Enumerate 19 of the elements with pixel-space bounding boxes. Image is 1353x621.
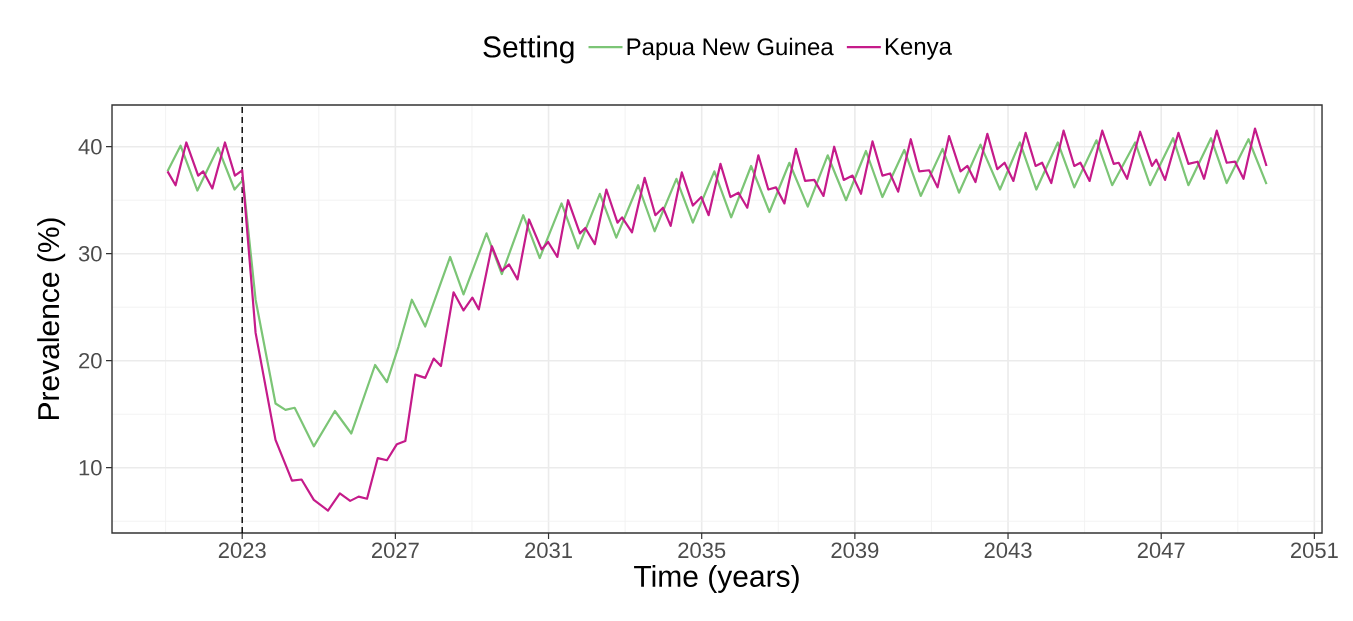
line-series — [166, 127, 1268, 512]
x-tick-label: 2031 — [525, 542, 572, 559]
x-tick-label: 2051 — [1291, 542, 1338, 559]
line-series — [166, 137, 1268, 448]
legend-label: Papua New Guinea — [627, 37, 834, 61]
y-tick-label: 40 — [78, 138, 102, 155]
legend-label: Kenya — [885, 38, 952, 60]
x-tick-label: 2047 — [1137, 542, 1185, 559]
x-tick-label: 2023 — [218, 542, 266, 559]
legend-title: Setting — [483, 35, 574, 64]
y-tick-label: 30 — [78, 245, 102, 262]
x-axis-title: Time (years) — [634, 564, 799, 593]
y-axis-title: Prevalence (%) — [37, 218, 66, 420]
x-tick-label: 2039 — [831, 542, 879, 559]
x-tick-label: 2027 — [372, 542, 419, 559]
x-tick-label: 2035 — [678, 542, 726, 559]
x-tick-label: 2043 — [984, 542, 1032, 559]
y-tick-label: 10 — [79, 459, 102, 476]
y-tick-label: 20 — [79, 352, 102, 369]
